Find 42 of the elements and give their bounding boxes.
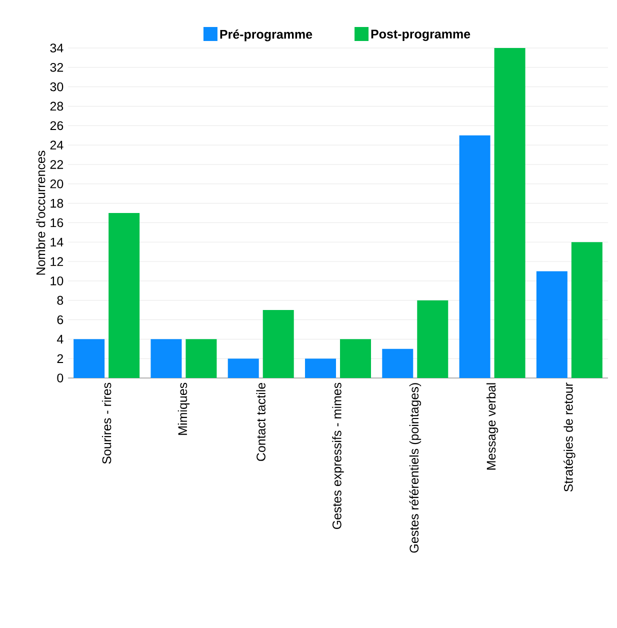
bar (228, 358, 259, 378)
bar (108, 212, 140, 378)
y-tick-label: 0 (57, 374, 64, 382)
bar (74, 339, 105, 378)
y-tick-label: 14 (50, 238, 64, 246)
x-tick-label: Gestes expressifs - mimes (332, 382, 344, 529)
x-tick-label: Stratégies de retour (564, 382, 576, 492)
x-tick-label: Gestes référentiels (pointages) (409, 383, 422, 553)
y-tick-label: 6 (57, 315, 64, 324)
y-tick-label: 10 (50, 276, 64, 286)
bar (186, 339, 217, 378)
y-tick-label: 22 (50, 160, 64, 169)
x-tick-label: Mimiques (178, 382, 190, 435)
x-tick-label: Contact tactile (256, 382, 266, 461)
bar (150, 339, 182, 378)
bar (417, 300, 448, 378)
y-tick-label: 2 (57, 354, 64, 363)
y-tick-label: 18 (50, 198, 64, 208)
y-tick-label: 16 (50, 218, 64, 228)
y-tick-label: 26 (50, 121, 64, 130)
bar (571, 242, 602, 378)
y-tick-label: 8 (57, 296, 64, 305)
y-tick-label: 28 (50, 102, 64, 111)
y-axis-title: Nombre d'occurrences (36, 150, 46, 275)
y-tick-label: 20 (50, 179, 64, 188)
y-tick-label: 30 (50, 82, 64, 92)
bar (459, 135, 490, 378)
y-tick-label: 32 (50, 62, 64, 72)
y-tick-label: 34 (50, 44, 64, 52)
x-tick-label: Message verbal (486, 383, 498, 470)
y-tick-label: 12 (50, 257, 64, 266)
y-tick-label: 24 (50, 140, 64, 150)
y-tick-label: 4 (56, 334, 64, 344)
legend-label: Post-programme (371, 30, 470, 42)
bar (494, 48, 526, 378)
bar (305, 358, 336, 378)
bar (382, 348, 414, 378)
legend-label: Pré-programme (220, 29, 312, 42)
bar (262, 310, 294, 378)
x-tick-label: Sourires - rires (102, 382, 112, 464)
bar (340, 339, 371, 378)
bar (536, 271, 568, 378)
